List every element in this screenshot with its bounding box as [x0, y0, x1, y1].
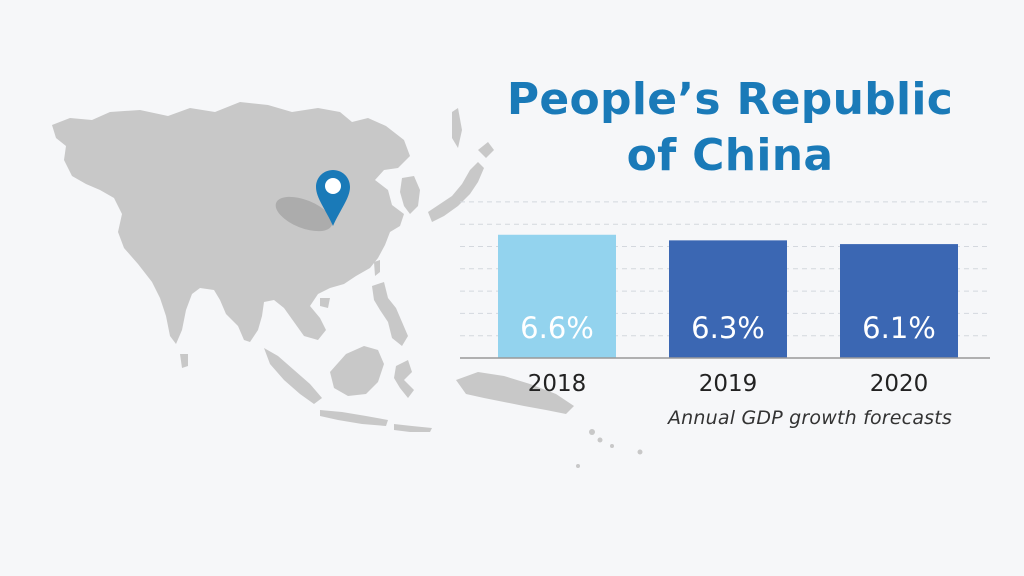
new-guinea	[456, 372, 574, 414]
hainan	[320, 298, 330, 308]
bar-value-label: 6.3%	[691, 311, 765, 345]
sulawesi	[394, 360, 414, 398]
x-tick-label: 2019	[699, 371, 758, 397]
bar-2019	[669, 240, 787, 358]
sumatra	[264, 348, 322, 404]
bar-value-label: 6.1%	[862, 311, 936, 345]
hokkaido	[478, 142, 494, 158]
x-tick-label: 2020	[870, 371, 929, 397]
pin-shadow	[275, 196, 333, 232]
chart-labels: 6.6% 2018 6.3% 2019 6.1% 2020	[520, 311, 936, 397]
chart-caption: Annual GDP growth forecasts	[667, 407, 953, 429]
chart-bars	[498, 234, 958, 358]
mainland-asia	[52, 102, 410, 344]
taiwan	[374, 260, 380, 276]
bar-value-label: 6.6%	[520, 311, 594, 345]
bar-2018	[498, 234, 616, 358]
lesser-sunda	[394, 424, 432, 432]
java	[320, 410, 388, 426]
page-title: People’s Republic of China	[500, 72, 960, 184]
sakhalin	[452, 108, 462, 148]
philippines	[372, 282, 408, 346]
japan	[428, 162, 484, 222]
borneo	[330, 346, 384, 396]
x-tick-label: 2018	[528, 371, 587, 397]
title-line-1: People’s Republic	[506, 74, 954, 125]
korea	[400, 176, 420, 214]
sri-lanka	[180, 354, 188, 368]
title-line-2: of China	[626, 130, 834, 181]
map-landmass	[52, 102, 643, 468]
bar-2020	[840, 244, 958, 358]
location-pin-icon	[316, 170, 350, 226]
